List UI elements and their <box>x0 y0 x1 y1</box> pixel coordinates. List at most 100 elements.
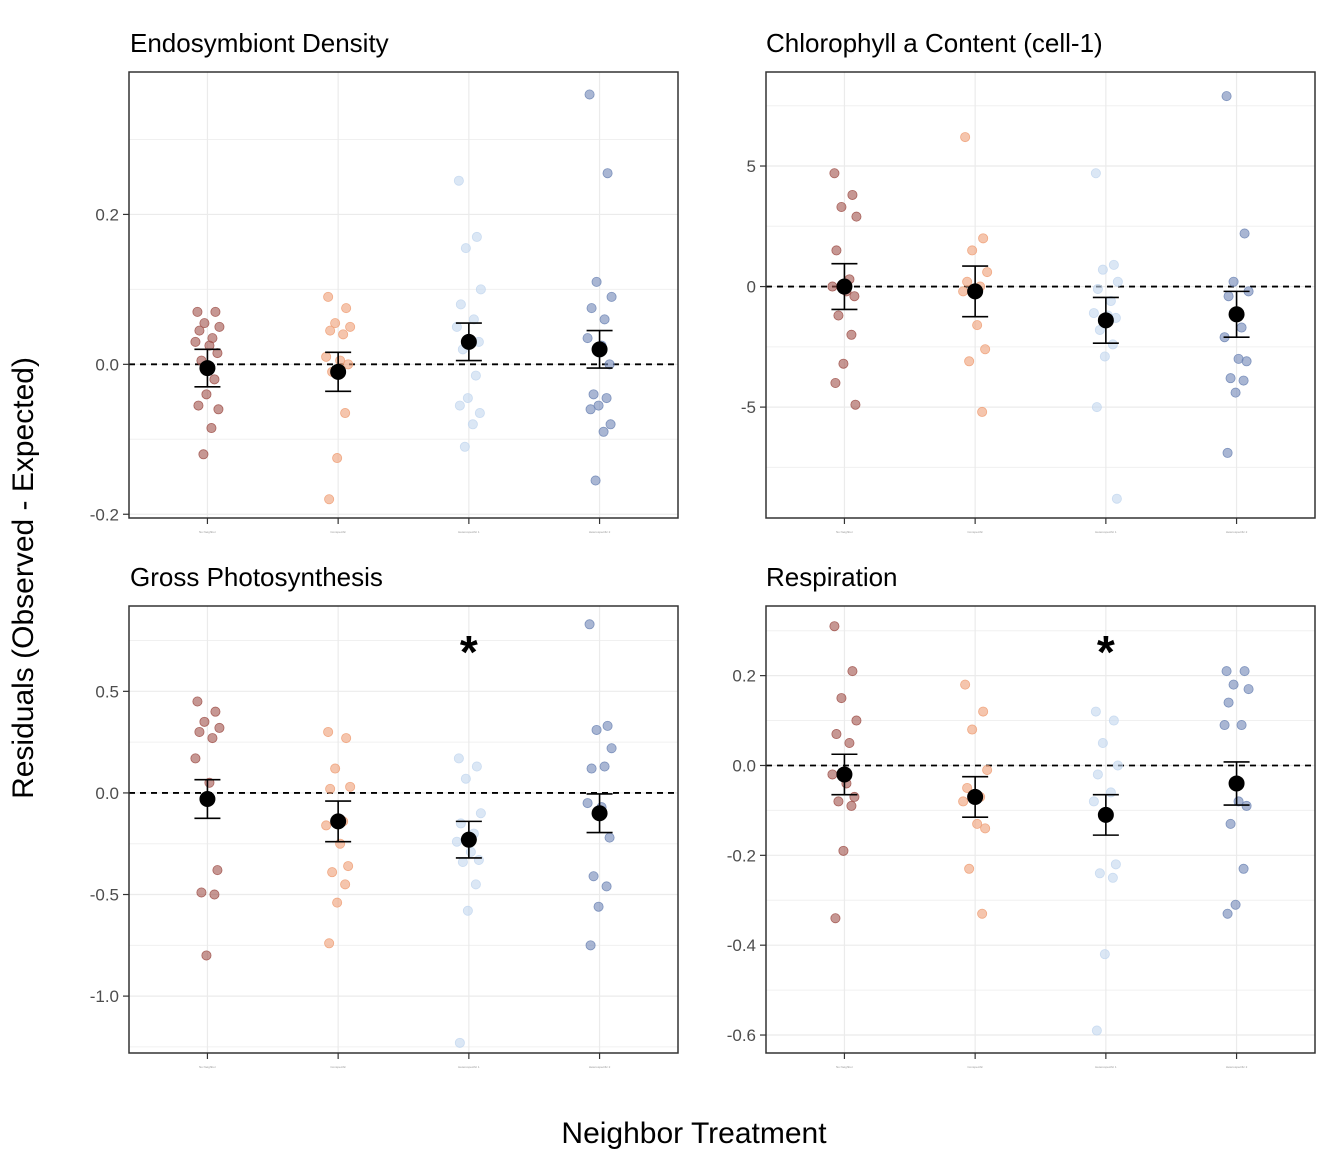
data-point <box>958 286 969 297</box>
data-point <box>591 724 602 735</box>
panel-gross-photosynthesis: Gross Photosynthesis -1.0 -0.5 0.0 0.5 No Ne… <box>90 562 679 1069</box>
data-point <box>451 321 462 332</box>
data-point <box>1239 666 1250 677</box>
data-point <box>972 818 983 829</box>
x-tick-label: Heterospecific 1 <box>1095 1065 1117 1069</box>
mean-point <box>967 788 984 805</box>
data-point <box>325 783 336 794</box>
plot-area: -5 0 5 No Neighbor Conspecific Heterospecific… <box>741 71 1316 534</box>
data-point <box>836 202 847 213</box>
data-point <box>340 879 351 890</box>
data-point <box>462 905 473 916</box>
data-point <box>468 314 479 325</box>
data-point <box>851 715 862 726</box>
data-point <box>602 720 613 731</box>
data-point <box>582 798 593 809</box>
data-point <box>593 400 604 411</box>
plot-area: -0.6 -0.4 -0.2 0.0 0.2 No Neighbor Conspecific… <box>727 605 1316 1069</box>
data-point <box>977 406 988 417</box>
data-point <box>199 716 210 727</box>
data-point <box>1088 796 1099 807</box>
data-point <box>212 348 223 359</box>
data-point <box>1238 863 1249 874</box>
x-tick-label: Heterospecific 1 <box>458 1065 480 1069</box>
data-point <box>471 231 482 242</box>
data-point <box>962 782 973 793</box>
data-point <box>847 189 858 200</box>
data-point <box>829 621 840 632</box>
data-point <box>321 820 332 831</box>
y-tick-label: 0.2 <box>732 667 756 686</box>
x-tick-label: No Neighbor <box>199 1065 216 1069</box>
data-point <box>1243 684 1254 695</box>
x-tick-label: Heterospecific 2 <box>589 1065 611 1069</box>
mean-point <box>199 791 216 808</box>
plot-area: -0.2 0.0 0.2 No Neighbor Conspecific Heterosp… <box>90 71 679 534</box>
data-point <box>1221 666 1232 677</box>
mean-point <box>199 360 216 377</box>
data-point <box>1112 760 1123 771</box>
mean-point <box>330 813 347 830</box>
data-point <box>960 132 971 143</box>
data-point <box>190 336 201 347</box>
data-point <box>980 823 991 834</box>
data-point <box>831 245 842 256</box>
data-point <box>606 743 617 754</box>
data-point <box>605 419 616 430</box>
data-point <box>453 753 464 764</box>
mean-point <box>1228 775 1245 792</box>
data-point <box>204 340 215 351</box>
panel-title: Gross Photosynthesis <box>130 562 383 592</box>
data-point <box>340 408 351 419</box>
data-point <box>196 887 207 898</box>
data-point <box>606 291 617 302</box>
data-point <box>345 781 356 792</box>
mean-point <box>460 333 477 350</box>
data-point <box>1222 447 1233 458</box>
data-point <box>604 832 615 843</box>
data-point <box>833 796 844 807</box>
data-point <box>1112 276 1123 287</box>
y-tick-label: -0.4 <box>727 936 756 955</box>
data-point <box>323 726 334 737</box>
data-point <box>1223 697 1234 708</box>
data-point <box>460 773 471 784</box>
data-point <box>1222 908 1233 919</box>
data-point <box>838 845 849 856</box>
data-point <box>601 881 612 892</box>
data-point <box>198 449 209 460</box>
data-point <box>199 318 210 329</box>
y-tick-label: 0 <box>747 278 756 297</box>
data-point <box>335 838 346 849</box>
x-tick-label: Conspecific <box>967 1065 983 1069</box>
data-point <box>192 696 203 707</box>
data-point <box>343 359 354 370</box>
data-point <box>1228 276 1239 287</box>
y-tick-label: -5 <box>741 398 756 417</box>
data-point <box>475 284 486 295</box>
data-point <box>454 400 465 411</box>
data-point <box>1090 168 1101 179</box>
data-point <box>1091 402 1102 413</box>
data-point <box>330 318 341 329</box>
data-point <box>1223 291 1234 302</box>
data-point <box>1107 872 1118 883</box>
mean-point <box>967 283 984 300</box>
data-point <box>1239 228 1250 239</box>
y-tick-label: 0.5 <box>95 682 119 701</box>
data-point <box>584 619 595 630</box>
data-point <box>457 857 468 868</box>
data-point <box>958 796 969 807</box>
data-point <box>1099 351 1110 362</box>
data-point <box>1092 283 1103 294</box>
plot-background <box>129 606 678 1053</box>
plot-area: -1.0 -0.5 0.0 0.5 No Neighbor Conspecific Hete… <box>90 605 679 1069</box>
data-point <box>321 351 332 362</box>
data-point <box>327 867 338 878</box>
x-tick-label: Conspecific <box>330 1065 346 1069</box>
x-tick-label: Heterospecific 1 <box>1095 530 1117 534</box>
data-point <box>1094 868 1105 879</box>
y-tick-label: 0.2 <box>95 205 119 224</box>
data-point <box>1236 720 1247 731</box>
